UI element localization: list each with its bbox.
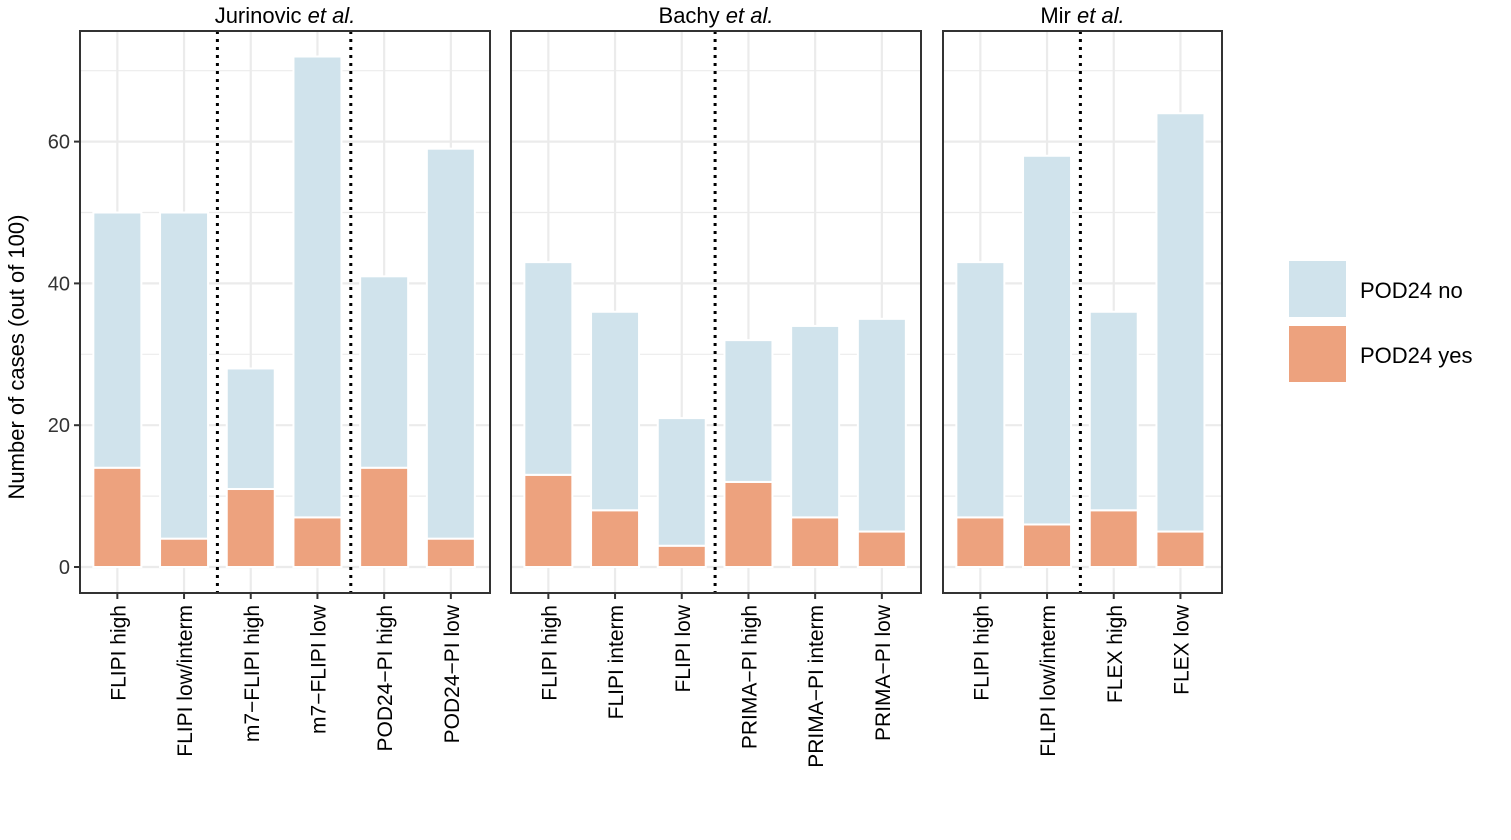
bar-pod24-yes — [723, 480, 774, 569]
panel-title-italic: et al. — [1077, 3, 1125, 28]
panels-layer: Jurinovic et al. FLIPI high FLIPI low/inte… — [79, 3, 1223, 768]
bar-pod24-no — [856, 317, 907, 533]
bar-pod24-no — [1155, 112, 1206, 533]
bar-pod24-no — [590, 310, 641, 512]
bar-pod24-yes — [656, 544, 707, 568]
y-tick-label: 20 — [48, 415, 70, 437]
panel-3: Mir et al. FLIPI high FLIPI low/interm FLEX… — [942, 3, 1223, 757]
y-tick-label: 60 — [48, 132, 70, 154]
legend-label-no: POD24 no — [1360, 278, 1463, 303]
panel-border — [942, 30, 1223, 594]
category-label: PRIMA−PI low — [872, 604, 895, 741]
bar-pod24-no — [523, 261, 574, 476]
category-label: POD24−PI low — [441, 604, 464, 743]
panel-title-italic: et al. — [726, 3, 774, 28]
bar-pod24-yes — [1022, 523, 1073, 569]
bar-pod24-yes — [225, 488, 276, 569]
bar-pod24-yes — [1155, 530, 1206, 568]
bar-pod24-yes — [1088, 509, 1139, 568]
bar-pod24-no — [656, 417, 707, 547]
bar-pod24-yes — [955, 516, 1006, 568]
category-label: FLIPI low — [672, 604, 695, 692]
panel-1: Jurinovic et al. FLIPI high FLIPI low/inte… — [79, 3, 491, 757]
legend: POD24 no POD24 yes — [1289, 261, 1473, 382]
category-label: FLIPI high — [970, 605, 993, 701]
bar-pod24-yes — [92, 466, 143, 568]
legend-swatch-yes — [1289, 326, 1346, 382]
bar-pod24-no — [955, 261, 1006, 519]
category-label: FLIPI low/interm — [1037, 605, 1060, 757]
category-label: m7−FLIPI high — [241, 605, 264, 742]
panel-title-name: Bachy — [659, 3, 726, 28]
legend-label-yes: POD24 yes — [1360, 343, 1473, 368]
y-tick-label: 40 — [48, 273, 70, 295]
bar-pod24-yes — [523, 473, 574, 568]
category-label: FLIPI high — [538, 605, 561, 701]
panel-title-name: Mir — [1040, 3, 1077, 28]
bar-pod24-yes — [292, 516, 343, 568]
y-axis-title: Number of cases (out of 100) — [4, 215, 29, 500]
bar-pod24-no — [225, 367, 276, 491]
category-label: PRIMA−PI interm — [805, 605, 828, 768]
bar-pod24-no — [359, 275, 410, 469]
panel-border — [510, 30, 922, 594]
panel-title: Mir et al. — [1040, 3, 1124, 28]
panel-border — [79, 30, 491, 594]
category-label: FLEX low — [1170, 604, 1193, 695]
bar-pod24-yes — [590, 509, 641, 568]
category-label: FLEX high — [1104, 605, 1127, 703]
category-label: FLIPI interm — [605, 605, 628, 719]
category-label: FLIPI low/interm — [174, 605, 197, 757]
bar-pod24-yes — [359, 466, 410, 568]
bar-pod24-yes — [425, 537, 476, 569]
panel-title-name: Jurinovic — [215, 3, 308, 28]
bar-pod24-no — [292, 55, 343, 519]
bar-pod24-no — [1022, 154, 1073, 526]
bar-pod24-no — [159, 211, 210, 540]
bar-pod24-no — [1088, 310, 1139, 512]
bar-pod24-yes — [159, 537, 210, 569]
bar-pod24-no — [790, 324, 841, 519]
panel-title: Jurinovic et al. — [215, 3, 356, 28]
y-tick-label: 0 — [59, 557, 70, 579]
bar-pod24-no — [723, 339, 774, 483]
bar-pod24-yes — [856, 530, 907, 568]
panel-background — [80, 31, 490, 593]
panel-2: Bachy et al. FLIPI high FLIPI interm FLIPI … — [510, 3, 922, 768]
bar-pod24-no — [92, 211, 143, 469]
category-label: m7−FLIPI low — [307, 604, 330, 734]
y-axis: 0 20 40 60 — [48, 132, 80, 579]
category-label: FLIPI high — [107, 605, 130, 701]
bar-pod24-yes — [790, 516, 841, 568]
category-label: PRIMA−PI high — [738, 605, 761, 749]
bar-pod24-no — [425, 147, 476, 540]
panel-title-italic: et al. — [308, 3, 356, 28]
legend-swatch-no — [1289, 261, 1346, 317]
category-label: POD24−PI high — [374, 605, 397, 752]
panel-title: Bachy et al. — [659, 3, 774, 28]
